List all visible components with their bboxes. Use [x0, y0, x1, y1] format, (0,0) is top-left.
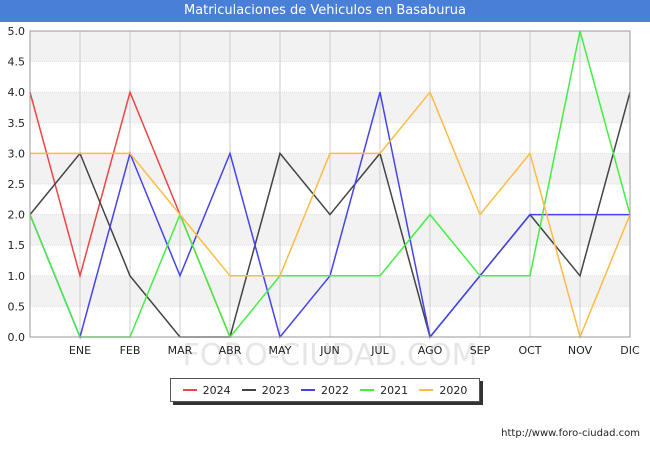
watermark: FORO-CIUDAD.COM	[183, 338, 478, 373]
chart-title: Matriculaciones de Vehiculos en Basaburu…	[0, 0, 650, 22]
x-tick-label: OCT	[518, 344, 541, 357]
y-tick-label: 2.0	[8, 209, 26, 222]
y-tick-label: 5.0	[8, 25, 26, 38]
legend-item-2024: 2024	[182, 383, 231, 397]
series-lines	[29, 30, 631, 340]
legend-swatch	[300, 389, 315, 391]
x-tick-label: JUN	[319, 344, 340, 357]
x-tick-label: SEP	[470, 344, 491, 357]
legend-label: 2024	[202, 383, 231, 397]
y-tick-label: 1.0	[8, 270, 26, 283]
y-tick-label: 2.5	[8, 178, 26, 191]
legend-swatch	[419, 389, 434, 391]
legend-label: 2020	[439, 383, 468, 397]
legend-item-2022: 2022	[300, 383, 349, 397]
x-tick-label: JUL	[370, 344, 389, 357]
x-tick-labels: ENE FEB MAR ABR MAY JUN JUL AGO SEP OCT NOV DIC	[69, 344, 640, 357]
x-tick-label: MAR	[168, 344, 193, 357]
legend-label: 2021	[380, 383, 409, 397]
y-tick-label: 3.5	[8, 117, 26, 130]
legend-swatch	[182, 389, 197, 391]
x-tick-label: ENE	[69, 344, 91, 357]
x-tick-label: ABR	[219, 344, 242, 357]
legend-label: 2023	[261, 383, 290, 397]
y-tick-label: 0.5	[8, 300, 26, 313]
y-tick-label: 4.5	[8, 56, 26, 69]
y-tick-labels: 0.0 0.5 1.0 1.5 2.0 2.5 3.0 3.5 4.0 4.5 5.0	[8, 25, 26, 344]
x-tick-label: AGO	[418, 344, 443, 357]
legend-item-2021: 2021	[360, 384, 408, 397]
x-tick-label: DIC	[620, 344, 640, 357]
legend: 2024 2023 2022 2021 2020	[170, 378, 480, 402]
legend-item-2023: 2023	[241, 383, 290, 397]
y-tick-label: 0.0	[8, 331, 26, 344]
y-tick-label: 3.0	[8, 147, 26, 160]
legend-label: 2022	[320, 383, 349, 397]
legend-swatch	[360, 389, 375, 391]
series-line-2020	[30, 90, 631, 340]
x-tick-label: NOV	[568, 344, 593, 357]
plot-border	[29, 30, 631, 338]
y-tick-label: 4.0	[8, 86, 26, 99]
legend-item-2020: 2020	[419, 384, 467, 397]
axes	[29, 30, 631, 338]
y-tick-label: 1.5	[8, 239, 26, 252]
x-tick-label: MAY	[269, 344, 292, 357]
legend-swatch	[241, 389, 256, 391]
footer-url: http://www.foro-ciudad.com	[501, 428, 640, 439]
x-tick-label: FEB	[120, 344, 141, 357]
